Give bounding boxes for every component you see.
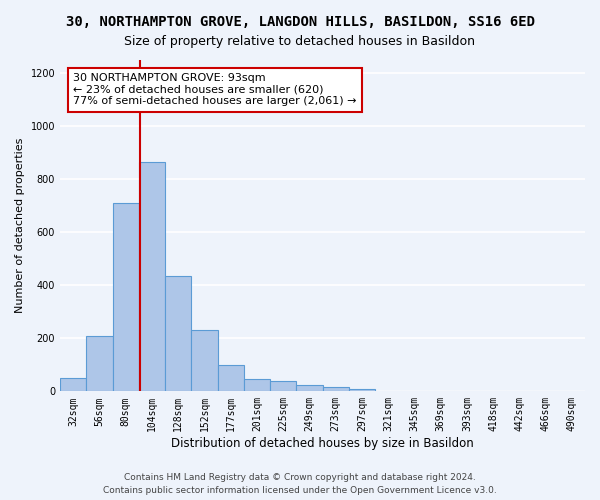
Text: 30, NORTHAMPTON GROVE, LANGDON HILLS, BASILDON, SS16 6ED: 30, NORTHAMPTON GROVE, LANGDON HILLS, BA… bbox=[65, 15, 535, 29]
X-axis label: Distribution of detached houses by size in Basildon: Distribution of detached houses by size … bbox=[171, 437, 474, 450]
Bar bbox=[296, 384, 323, 392]
Y-axis label: Number of detached properties: Number of detached properties bbox=[15, 138, 25, 314]
Bar bbox=[60, 378, 86, 392]
Bar bbox=[165, 276, 191, 392]
Text: Size of property relative to detached houses in Basildon: Size of property relative to detached ho… bbox=[125, 35, 476, 48]
Text: Contains HM Land Registry data © Crown copyright and database right 2024.
Contai: Contains HM Land Registry data © Crown c… bbox=[103, 474, 497, 495]
Bar bbox=[218, 365, 244, 392]
Bar bbox=[139, 162, 165, 392]
Bar bbox=[244, 379, 270, 392]
Bar bbox=[86, 336, 113, 392]
Text: 30 NORTHAMPTON GROVE: 93sqm
← 23% of detached houses are smaller (620)
77% of se: 30 NORTHAMPTON GROVE: 93sqm ← 23% of det… bbox=[73, 74, 356, 106]
Bar bbox=[349, 388, 375, 392]
Bar bbox=[270, 380, 296, 392]
Bar bbox=[113, 203, 139, 392]
Bar bbox=[323, 387, 349, 392]
Bar bbox=[191, 330, 218, 392]
